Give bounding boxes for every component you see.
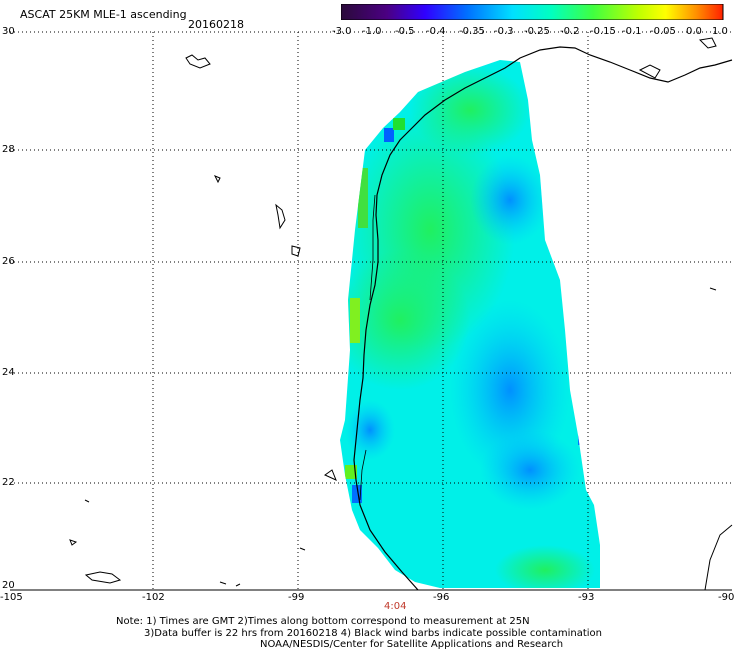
graticule — [10, 31, 732, 590]
lake-outline — [638, 64, 661, 79]
coastline — [353, 46, 733, 591]
colorbar-label: -0.5 — [395, 26, 415, 37]
lat-label: 24 — [2, 367, 15, 378]
lon-label: -102 — [142, 592, 165, 603]
lake-outline — [185, 54, 211, 69]
lon-label: -96 — [433, 592, 450, 603]
colorbar-gradient — [341, 4, 724, 20]
colorbar-label: 0.0 — [686, 26, 702, 37]
lake-outline — [324, 469, 337, 481]
lat-label: 20 — [2, 580, 15, 591]
lat-label: 30 — [2, 26, 15, 37]
note-line-1: Note: 1) Times are GMT 2)Times along bot… — [116, 616, 530, 627]
product-title: ASCAT 25KM MLE-1 ascending — [20, 8, 187, 21]
colorbar-label: -0.4 — [426, 26, 446, 37]
green-region — [495, 545, 595, 588]
product-date: 20160218 — [188, 18, 244, 31]
lat-label: 22 — [2, 477, 15, 488]
lon-label: -105 — [0, 592, 23, 603]
lake-outline — [299, 547, 306, 551]
lake-outline — [219, 581, 241, 587]
green-region — [340, 250, 470, 390]
lon-label: -93 — [578, 592, 595, 603]
blue-region — [345, 400, 395, 460]
lon-label: -90 — [718, 592, 735, 603]
barrier-island — [369, 194, 376, 301]
wind-swath — [340, 60, 600, 588]
colorbar — [341, 4, 724, 20]
lake-outline — [698, 37, 717, 49]
colorbar-label: 1.0 — [712, 26, 728, 37]
barrier-island — [359, 449, 367, 501]
colorbar-label: -0.3 — [494, 26, 514, 37]
blue-region — [470, 155, 550, 245]
colorbar-label: -0.2 — [560, 26, 580, 37]
blue-region — [480, 430, 580, 510]
coastline-east — [704, 524, 733, 591]
green-region — [410, 65, 530, 155]
lake-outline — [275, 203, 286, 230]
lake-outline — [84, 499, 90, 503]
lat-label: 28 — [2, 144, 15, 155]
lat-label: 26 — [2, 256, 15, 267]
pass-time: 4:04 — [384, 601, 407, 612]
colorbar-label: -0.1 — [622, 26, 642, 37]
note-line-2: 3)Data buffer is 22 hrs from 20160218 4)… — [144, 628, 602, 639]
colorbar-label: -0.35 — [459, 26, 485, 37]
colorbar-label: -3.0 — [332, 26, 352, 37]
colorbar-label: -1.0 — [362, 26, 382, 37]
colorbar-label: -0.25 — [524, 26, 550, 37]
lake-outline — [69, 539, 78, 546]
lake-outline — [709, 287, 717, 291]
lake-outline — [213, 175, 221, 184]
lake-outline — [84, 571, 122, 584]
lon-label: -99 — [288, 592, 305, 603]
lake-outline — [291, 245, 301, 257]
note-line-3: NOAA/NESDIS/Center for Satellite Applica… — [260, 639, 564, 650]
